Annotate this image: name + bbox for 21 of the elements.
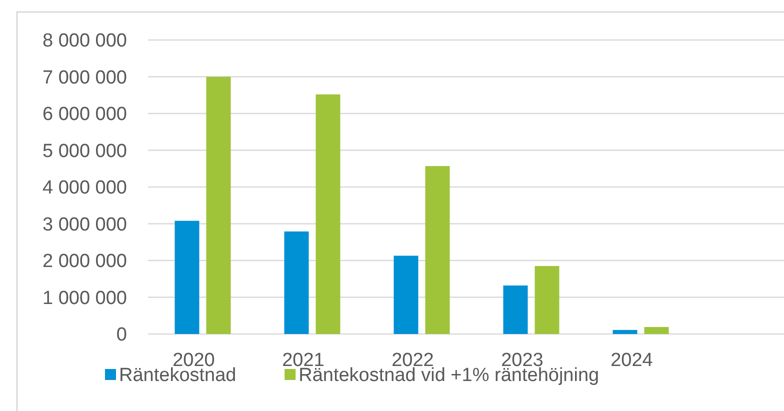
bar [503, 285, 528, 334]
legend-label: Räntekostnad [119, 365, 236, 386]
bar [206, 76, 231, 334]
bar [425, 166, 450, 334]
y-tick-label: 3 000 000 [42, 214, 127, 236]
y-tick-label: 4 000 000 [42, 178, 127, 199]
y-tick-label: 8 000 000 [42, 30, 127, 52]
bar [612, 330, 638, 334]
y-tick-label: 6 000 000 [42, 104, 127, 126]
bar [316, 94, 340, 334]
y-tick-label: 2 000 000 [42, 251, 127, 272]
x-tick-label: 2024 [610, 350, 654, 371]
y-tick-label: 7 000 000 [42, 67, 127, 88]
bar [394, 256, 418, 334]
bar [534, 266, 560, 334]
y-tick-label: 5 000 000 [42, 140, 127, 162]
y-tick-label: 1 000 000 [42, 288, 127, 309]
bar [284, 231, 309, 334]
y-tick-label: 0 [116, 324, 127, 346]
bar [644, 327, 669, 334]
bar [174, 220, 200, 334]
